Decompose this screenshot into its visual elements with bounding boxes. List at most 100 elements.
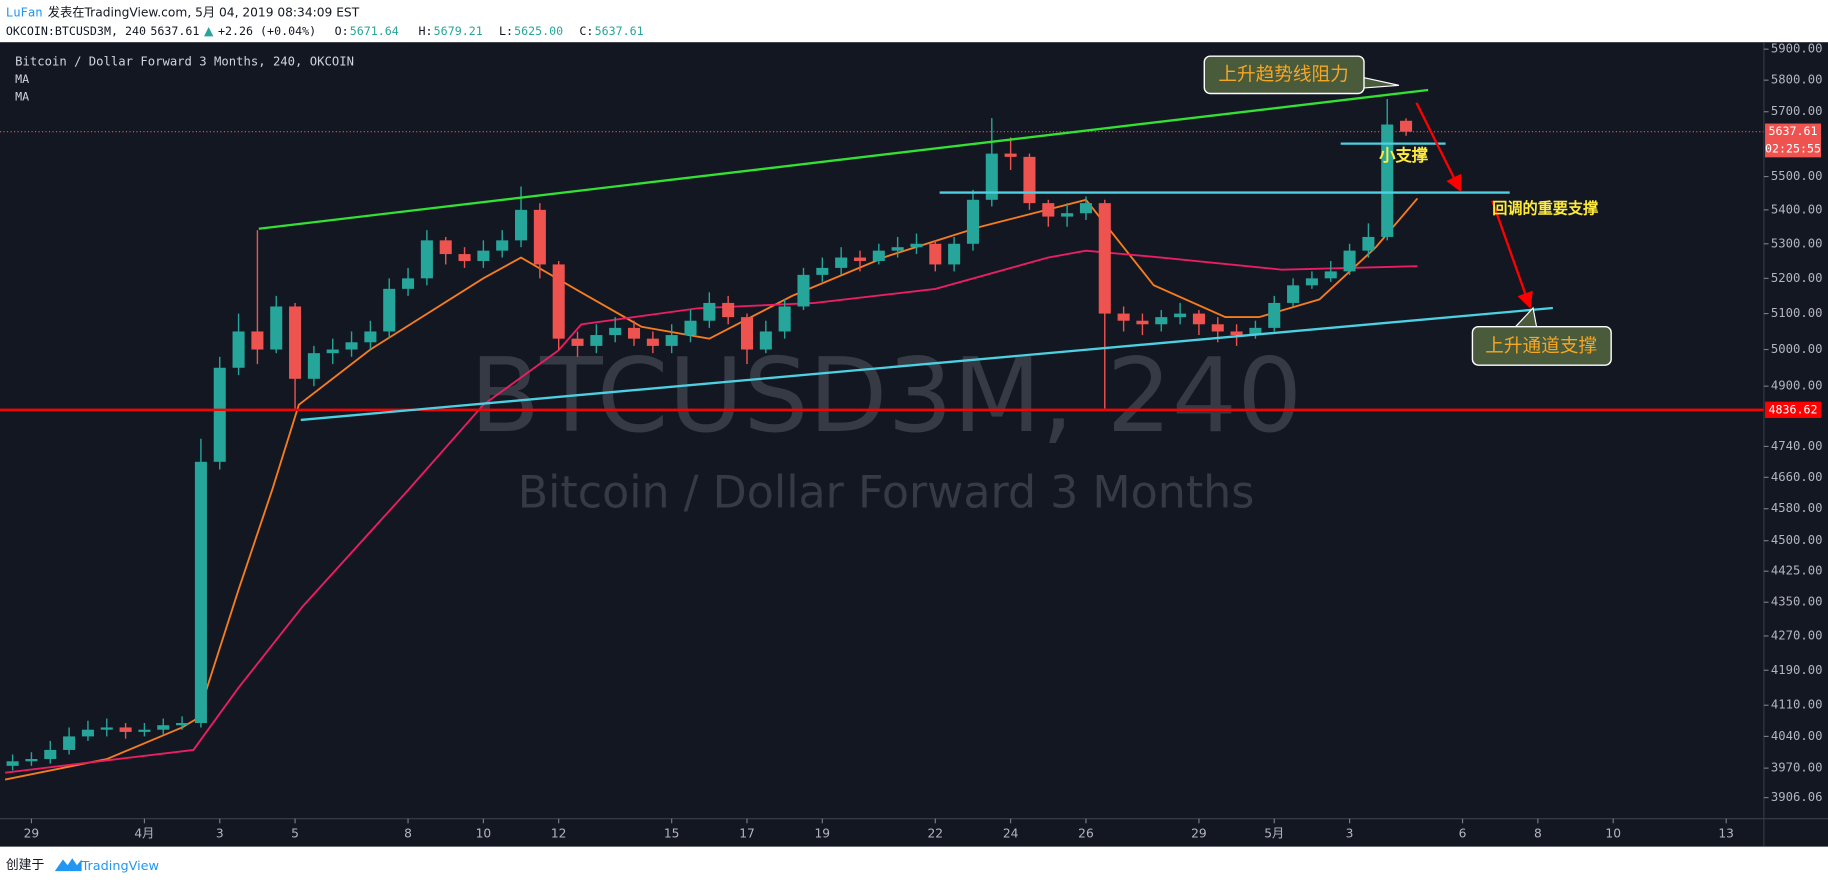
x-tick-label: 15 [664, 826, 680, 840]
price-label: 5637.61 [1768, 124, 1817, 138]
candle-body [722, 302, 735, 318]
candle-body [289, 306, 302, 379]
candle-body [326, 349, 339, 354]
candle-body [1324, 271, 1337, 279]
published: 发表在TradingView.com, 5月 04, 2019 08:34:09… [48, 5, 360, 20]
candle-body [1098, 203, 1111, 314]
candle-body [552, 264, 565, 339]
candle-body [251, 331, 264, 350]
candle-body [1117, 313, 1130, 321]
candle-body [835, 257, 848, 268]
legend-entry: MA [15, 72, 29, 86]
y-tick-label: 5700.00 [1771, 104, 1823, 118]
callout-box [1471, 325, 1612, 366]
candle-body [383, 288, 396, 332]
y-tick-label: 4740.00 [1771, 439, 1823, 453]
y-tick-label: 5400.00 [1771, 202, 1823, 216]
candle-body [63, 736, 76, 750]
annotation: 回调的重要支撑 [1492, 199, 1598, 217]
candle-body [1400, 120, 1413, 132]
x-tick-label: 4月 [134, 826, 154, 840]
candle-body [270, 306, 283, 350]
candle-body [232, 331, 245, 368]
candle-body [929, 243, 942, 265]
candle-body [345, 342, 358, 350]
candle-body [778, 306, 791, 332]
last-price: 5637.61 [150, 24, 199, 38]
candle-body [1249, 327, 1262, 336]
candle-body [138, 729, 151, 732]
watermark: BTCUSD3M, 240 [470, 337, 1303, 456]
callout-box [1203, 55, 1365, 95]
x-tick-label: 26 [1078, 826, 1094, 840]
low-value: 5625.00 [514, 24, 563, 38]
candle-body [816, 267, 829, 275]
candle-body [402, 278, 415, 289]
price-label-box [1765, 123, 1822, 158]
x-tick-label: 29 [24, 826, 40, 840]
y-tick-label: 5000.00 [1771, 342, 1823, 356]
watermark-subtitle: Bitcoin / Dollar Forward 3 Months [518, 468, 1255, 519]
candle-body [1362, 236, 1375, 251]
y-tick-label: 4660.00 [1771, 470, 1823, 484]
y-tick-label: 5800.00 [1771, 73, 1823, 87]
change: +2.26 (+0.04%) [218, 24, 316, 38]
candle-body [6, 761, 19, 766]
candle-body [1230, 331, 1243, 336]
candle-body [627, 327, 641, 339]
candle-body [364, 331, 377, 343]
candle-body [797, 274, 810, 307]
x-tick-label: 5月 [1264, 826, 1284, 840]
moving-average [4, 197, 1419, 781]
legend-title: Bitcoin / Dollar Forward 3 Months, 240, … [15, 55, 354, 69]
x-tick-label: 6 [1459, 826, 1467, 840]
high-label: H: [419, 24, 433, 38]
candle-body [1136, 320, 1149, 325]
candle-body [1381, 124, 1394, 237]
y-tick-label: 4425.00 [1771, 564, 1823, 578]
candle-body [1042, 203, 1055, 217]
x-tick-label: 3 [1346, 826, 1354, 840]
y-tick-label: 3906.06 [1771, 790, 1823, 804]
x-tick-label: 29 [1191, 826, 1207, 840]
candle-body [477, 250, 490, 261]
candle-body [1343, 250, 1356, 272]
y-tick-label: 5500.00 [1771, 169, 1823, 183]
candle-body [420, 240, 433, 279]
x-tick-label: 19 [815, 826, 831, 840]
y-tick-label: 4900.00 [1771, 379, 1823, 393]
open-label: O: [335, 24, 349, 38]
y-tick-label: 3970.00 [1771, 761, 1823, 775]
candle-body [1023, 156, 1036, 204]
candle-body [1192, 313, 1205, 325]
x-tick-label: 13 [1718, 826, 1734, 840]
author: LuFan [6, 6, 43, 20]
annotation: 小支撑 [1379, 146, 1429, 165]
x-tick-label: 24 [1003, 826, 1019, 840]
x-tick-label: 17 [739, 826, 755, 840]
candle-body [1061, 213, 1074, 217]
drawings: 上升趋势线阻力 小支撑 回调的重要支撑 上升通道支撑 [258, 55, 1612, 422]
candle-body [872, 250, 885, 261]
plot-area [0, 99, 1764, 781]
candle-body [1305, 278, 1318, 286]
candle-body [646, 338, 659, 346]
candle-body [1004, 153, 1017, 157]
candle-body [213, 367, 226, 462]
x-tick-label: 3 [216, 826, 224, 840]
candle-body [533, 209, 546, 265]
axes: 5900.00 5800.00 5700.00 5500.00 5400.00 5300.… [24, 42, 1823, 841]
candle-body [44, 749, 57, 760]
brand: TradingView [81, 859, 159, 874]
x-tick-label: 8 [404, 826, 412, 840]
arrow [1415, 102, 1462, 193]
candle-body [100, 727, 113, 730]
candle-body [985, 153, 998, 200]
symbol: OKCOIN:BTCUSD3M, 240 [6, 24, 146, 38]
candle-body [948, 243, 961, 265]
y-tick-label: 4190.00 [1771, 663, 1823, 677]
candle-body [1268, 302, 1281, 328]
annotation: 上升趋势线阻力 [1218, 64, 1348, 85]
